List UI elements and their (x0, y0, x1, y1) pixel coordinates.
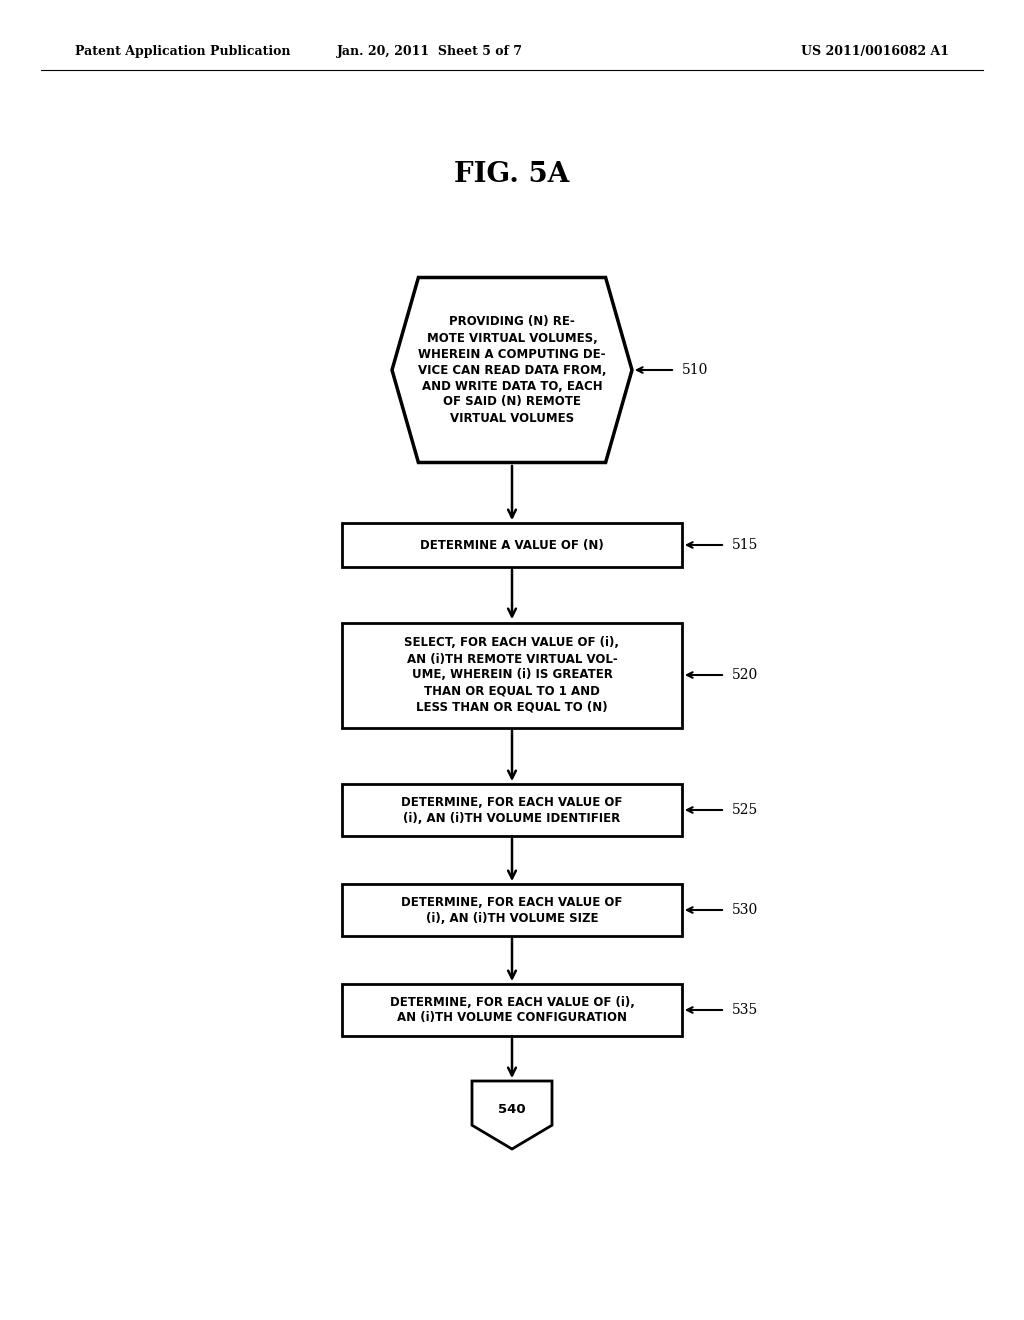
Text: 540: 540 (499, 1104, 525, 1117)
Text: DETERMINE, FOR EACH VALUE OF (i),
AN (i)TH VOLUME CONFIGURATION: DETERMINE, FOR EACH VALUE OF (i), AN (i)… (389, 995, 635, 1024)
Text: Jan. 20, 2011  Sheet 5 of 7: Jan. 20, 2011 Sheet 5 of 7 (337, 45, 523, 58)
Text: DETERMINE A VALUE OF (N): DETERMINE A VALUE OF (N) (420, 539, 604, 552)
Text: 530: 530 (732, 903, 758, 917)
Bar (342, 983, 682, 1036)
Text: FIG. 5A: FIG. 5A (455, 161, 569, 189)
Text: DETERMINE, FOR EACH VALUE OF
(i), AN (i)TH VOLUME IDENTIFIER: DETERMINE, FOR EACH VALUE OF (i), AN (i)… (401, 796, 623, 825)
Text: US 2011/0016082 A1: US 2011/0016082 A1 (801, 45, 949, 58)
Text: 515: 515 (732, 539, 759, 552)
Text: 510: 510 (682, 363, 709, 378)
Bar (342, 623, 682, 727)
Text: 520: 520 (732, 668, 758, 682)
Text: Patent Application Publication: Patent Application Publication (75, 45, 291, 58)
Bar (342, 523, 682, 568)
Text: 525: 525 (732, 803, 758, 817)
Text: SELECT, FOR EACH VALUE OF (i),
AN (i)TH REMOTE VIRTUAL VOL-
UME, WHEREIN (i) IS : SELECT, FOR EACH VALUE OF (i), AN (i)TH … (404, 636, 620, 714)
Text: PROVIDING (N) RE-
MOTE VIRTUAL VOLUMES,
WHEREIN A COMPUTING DE-
VICE CAN READ DA: PROVIDING (N) RE- MOTE VIRTUAL VOLUMES, … (418, 315, 606, 425)
Text: 535: 535 (732, 1003, 758, 1016)
Bar (342, 784, 682, 836)
Bar (342, 884, 682, 936)
Text: DETERMINE, FOR EACH VALUE OF
(i), AN (i)TH VOLUME SIZE: DETERMINE, FOR EACH VALUE OF (i), AN (i)… (401, 895, 623, 924)
